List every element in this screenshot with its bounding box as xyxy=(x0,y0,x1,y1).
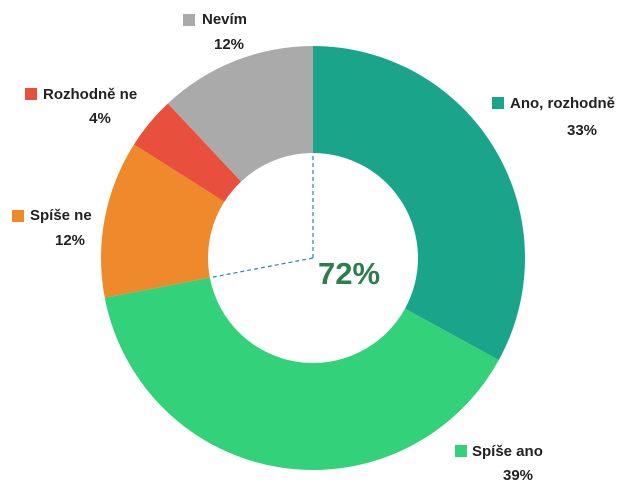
donut-slice xyxy=(101,144,225,298)
legend-swatch xyxy=(12,210,24,222)
slice-name: Ano, rozhodně xyxy=(510,95,615,112)
legend-swatch xyxy=(183,14,195,26)
center-text: 72% xyxy=(318,256,380,291)
slice-value-label: 33% xyxy=(567,122,597,139)
donut-slice xyxy=(104,277,499,470)
legend-swatch xyxy=(492,97,504,109)
donut-slice xyxy=(134,103,242,202)
slice-name: Nevím xyxy=(202,11,247,28)
slice-value-label: 12% xyxy=(55,232,85,249)
guide-line xyxy=(209,257,314,279)
legend-swatch xyxy=(25,88,37,100)
slice-value-label: 39% xyxy=(503,467,533,483)
slice-value-label: 12% xyxy=(214,36,244,53)
slice-name: Spíše ano xyxy=(472,443,543,460)
legend-swatch xyxy=(455,445,467,457)
slice-name: Spíše ne xyxy=(30,207,92,224)
slice-value-label: 4% xyxy=(89,110,111,127)
donut-slice xyxy=(167,46,313,182)
slice-name: Rozhodně ne xyxy=(43,86,137,103)
donut-slice xyxy=(313,46,525,361)
